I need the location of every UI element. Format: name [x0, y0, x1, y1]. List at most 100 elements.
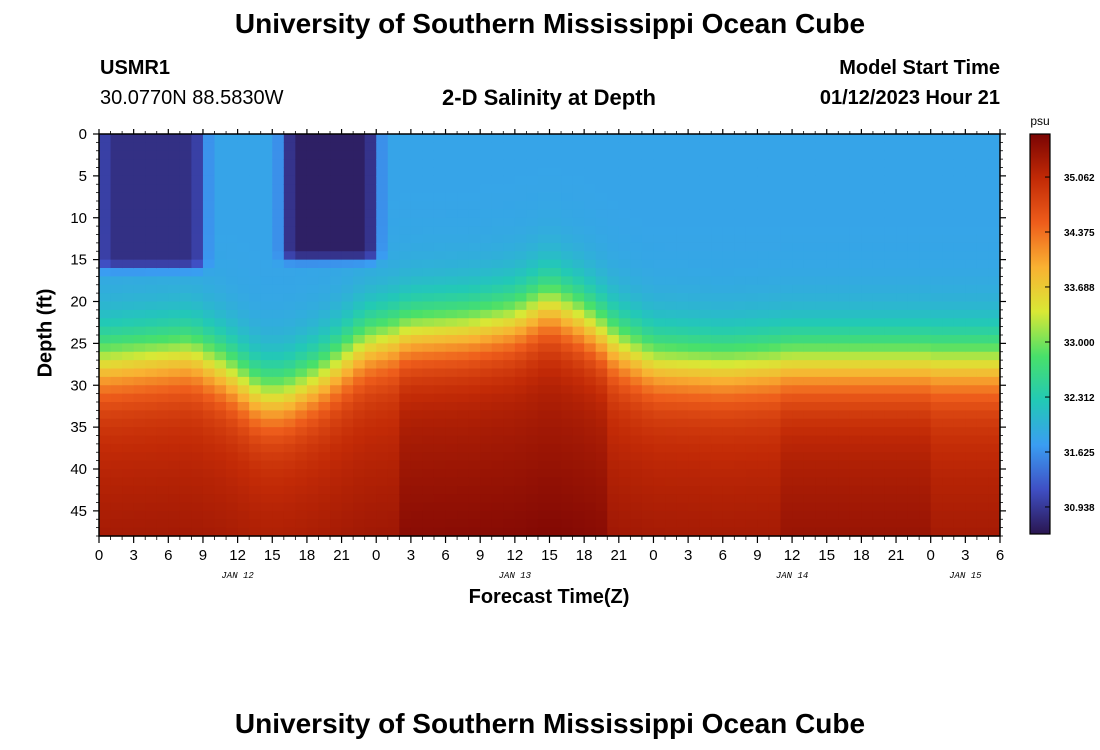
heatmap-cell: [768, 469, 782, 478]
heatmap-cell: [803, 443, 816, 453]
heatmap-cell: [745, 251, 759, 261]
heatmap-cell: [768, 276, 782, 286]
heatmap-cell: [122, 142, 135, 152]
heatmap-cell: [491, 293, 504, 303]
heatmap-cell: [364, 326, 377, 336]
heatmap-cell: [433, 284, 447, 294]
heatmap-cell: [145, 335, 158, 344]
heatmap-cell: [792, 217, 805, 227]
heatmap-cell: [306, 351, 320, 361]
heatmap-cell: [514, 309, 527, 319]
heatmap-cell: [572, 402, 585, 411]
heatmap-cell: [226, 293, 239, 303]
heatmap-cell: [399, 460, 412, 470]
heatmap-cell: [919, 502, 932, 512]
heatmap-cell: [422, 385, 435, 395]
heatmap-cell: [942, 175, 955, 185]
heatmap-cell: [803, 393, 816, 403]
heatmap-cell: [699, 494, 712, 504]
heatmap-cell: [618, 226, 631, 236]
heatmap-cell: [422, 368, 435, 378]
heatmap-cell: [699, 184, 712, 194]
heatmap-cell: [838, 351, 851, 361]
heatmap-cell: [815, 301, 828, 311]
heatmap-cell: [468, 452, 481, 462]
heatmap-cell: [757, 175, 770, 185]
heatmap-cell: [179, 351, 193, 361]
heatmap-cell: [711, 167, 724, 177]
heatmap-cell: [514, 192, 527, 202]
heatmap-cell: [653, 418, 666, 428]
heatmap-cell: [330, 309, 343, 319]
heatmap-cell: [341, 326, 354, 336]
heatmap-cell: [872, 175, 886, 185]
heatmap-cell: [838, 452, 851, 462]
heatmap-cell: [988, 142, 1001, 152]
heatmap-cell: [457, 209, 470, 219]
heatmap-cell: [179, 385, 193, 395]
heatmap-cell: [792, 443, 805, 453]
heatmap-cell: [618, 201, 631, 210]
heatmap-cell: [930, 519, 943, 529]
heatmap-cell: [595, 443, 608, 453]
heatmap-cell: [168, 351, 181, 361]
heatmap-cell: [295, 469, 308, 478]
heatmap-cell: [930, 309, 943, 319]
heatmap-cell: [630, 385, 643, 395]
heatmap-cell: [353, 150, 366, 160]
heatmap-cell: [561, 527, 574, 537]
station-coords: 30.0770N 88.5830W: [100, 87, 284, 109]
heatmap-cell: [688, 410, 701, 420]
heatmap-cell: [122, 335, 135, 344]
heatmap-cell: [283, 184, 296, 194]
heatmap-cell: [503, 452, 516, 462]
heatmap-cell: [572, 251, 585, 261]
heatmap-cell: [191, 293, 204, 303]
heatmap-cell: [976, 469, 990, 478]
heatmap-cell: [896, 167, 909, 177]
heatmap-cell: [930, 293, 943, 303]
heatmap-cell: [306, 318, 320, 328]
heatmap-cell: [826, 184, 839, 194]
heatmap-cell: [653, 184, 666, 194]
x-tick-label: 12: [784, 547, 801, 564]
heatmap-cell: [665, 259, 678, 269]
heatmap-cell: [237, 402, 250, 411]
heatmap-cell: [688, 477, 701, 487]
heatmap-cell: [191, 226, 204, 236]
heatmap-cell: [792, 376, 805, 386]
heatmap-cell: [780, 452, 793, 462]
heatmap-cell: [549, 402, 562, 411]
heatmap-cell: [849, 452, 862, 462]
heatmap-cell: [341, 268, 354, 277]
heatmap-cell: [815, 318, 828, 328]
heatmap-cell: [514, 393, 527, 403]
heatmap-cell: [330, 393, 343, 403]
heatmap-cell: [572, 510, 585, 520]
heatmap-cell: [711, 184, 724, 194]
heatmap-cell: [942, 167, 955, 177]
heatmap-cell: [457, 519, 470, 529]
heatmap-cell: [156, 259, 169, 269]
heatmap-cell: [179, 402, 193, 411]
heatmap-cell: [595, 410, 608, 420]
heatmap-cell: [907, 184, 920, 194]
heatmap-cell: [780, 435, 793, 445]
heatmap-cell: [537, 226, 551, 236]
heatmap-cell: [595, 276, 608, 286]
heatmap-cell: [572, 418, 585, 428]
heatmap-cell: [607, 309, 620, 319]
heatmap-cell: [965, 385, 978, 395]
heatmap-cell: [803, 376, 816, 386]
heatmap-cell: [768, 402, 782, 411]
heatmap-cell: [537, 284, 551, 294]
heatmap-cell: [295, 360, 308, 370]
heatmap-cell: [618, 452, 631, 462]
heatmap-cell: [480, 192, 493, 202]
heatmap-cell: [653, 477, 666, 487]
heatmap-cell: [145, 376, 158, 386]
heatmap-cell: [341, 351, 354, 361]
heatmap-cell: [341, 276, 354, 286]
heatmap-cell: [480, 268, 493, 277]
heatmap-cell: [803, 268, 816, 277]
